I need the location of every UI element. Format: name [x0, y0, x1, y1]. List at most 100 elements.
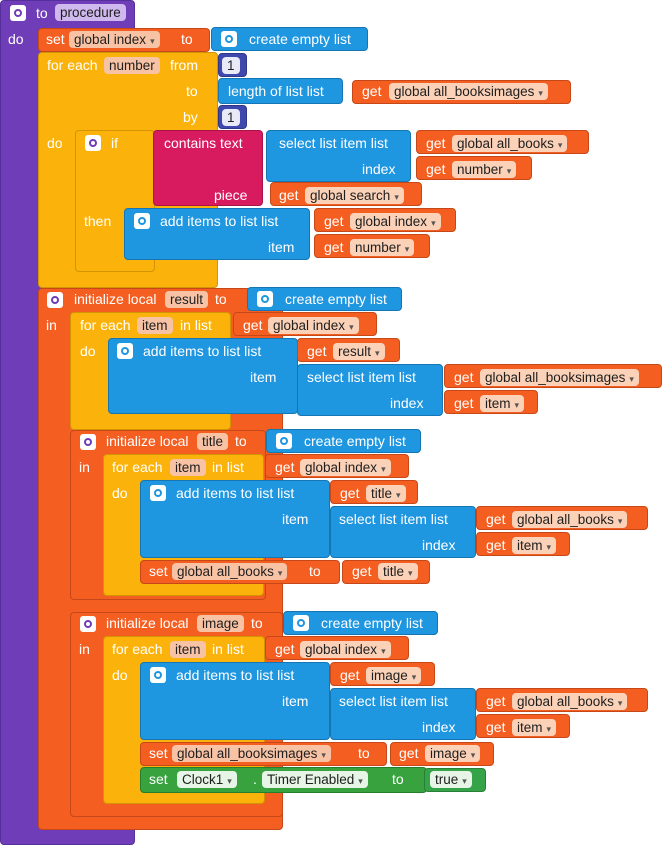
dropdown-arrow-icon: ▾ [629, 374, 634, 384]
variable-dropdown[interactable]: title ▾ [378, 563, 418, 580]
gear-icon[interactable] [10, 5, 26, 21]
select-list-item-block[interactable] [297, 364, 443, 416]
variable-dropdown[interactable]: global all_books ▾ [512, 511, 628, 528]
variable-dropdown[interactable]: global index ▾ [268, 317, 359, 334]
get-label: get [362, 83, 382, 99]
variable-dropdown[interactable]: result ▾ [333, 343, 385, 360]
gear-icon[interactable] [150, 485, 166, 501]
index-label: index [362, 161, 396, 177]
in-label: in [79, 641, 90, 657]
dropdown-arrow-icon: ▾ [321, 750, 326, 760]
gear-icon[interactable] [80, 616, 96, 632]
select-list-item-label: select list item list [279, 135, 388, 151]
loop-variable-field[interactable]: item [137, 317, 173, 334]
variable-dropdown[interactable]: global all_booksimages ▾ [172, 745, 331, 762]
procedure-to-label: to [36, 5, 48, 21]
variable-dropdown[interactable]: global all_booksimages ▾ [480, 369, 639, 386]
gear-icon[interactable] [80, 434, 96, 450]
boolean-dropdown[interactable]: true ▾ [430, 771, 472, 788]
variable-dropdown[interactable]: global all_books ▾ [172, 563, 288, 580]
component-dropdown[interactable]: Clock1 ▾ [177, 771, 237, 788]
select-list-item-block[interactable] [330, 506, 476, 558]
gear-icon[interactable] [276, 433, 292, 449]
in-list-label: in list [212, 641, 244, 657]
add-items-to-list-block[interactable] [108, 338, 298, 414]
get-label: get [399, 745, 419, 761]
get-label: get [486, 537, 506, 553]
variable-dropdown[interactable]: item ▾ [512, 537, 557, 554]
dropdown-arrow-icon: ▾ [375, 348, 380, 358]
set-label: set [149, 563, 168, 579]
variable-dropdown[interactable]: global index ▾ [300, 459, 391, 476]
loop-variable-field[interactable]: item [170, 459, 206, 476]
get-label: get [324, 239, 344, 255]
local-variable-field[interactable]: result [165, 291, 209, 308]
contains-text-block[interactable] [153, 130, 263, 206]
add-items-label: add items to list list [176, 485, 295, 501]
gear-icon[interactable] [85, 135, 101, 151]
index-label: index [422, 719, 456, 735]
get-label: get [486, 693, 506, 709]
add-items-to-list-block[interactable] [140, 480, 330, 558]
gear-icon[interactable] [293, 615, 309, 631]
number-field[interactable]: 1 [222, 57, 240, 74]
dropdown-arrow-icon: ▾ [408, 568, 413, 578]
variable-dropdown[interactable]: number ▾ [350, 239, 415, 256]
get-label: get [426, 161, 446, 177]
variable-dropdown[interactable]: global index ▾ [69, 31, 160, 48]
variable-dropdown[interactable]: title ▾ [366, 485, 406, 502]
index-label: index [390, 395, 424, 411]
variable-dropdown[interactable]: global search ▾ [305, 187, 404, 204]
initialize-local-label: initialize local [74, 291, 157, 307]
get-label: get [426, 135, 446, 151]
local-variable-field[interactable]: title [197, 433, 229, 450]
loop-variable-field[interactable]: number [104, 57, 160, 74]
then-label: then [84, 213, 112, 229]
gear-icon[interactable] [221, 31, 237, 47]
variable-dropdown[interactable]: item ▾ [512, 719, 557, 736]
variable-dropdown[interactable]: global index ▾ [300, 641, 391, 658]
local-variable-field[interactable]: image [197, 615, 244, 632]
variable-dropdown[interactable]: number ▾ [452, 161, 517, 178]
variable-dropdown[interactable]: image ▾ [425, 745, 481, 762]
variable-dropdown[interactable]: item ▾ [480, 395, 525, 412]
procedure-name-field[interactable]: procedure [55, 4, 126, 21]
variable-dropdown[interactable]: global index ▾ [350, 213, 441, 230]
number-field[interactable]: 1 [222, 109, 240, 126]
gear-icon[interactable] [257, 291, 273, 307]
item-label: item [250, 369, 277, 385]
create-empty-list-label: create empty list [321, 615, 423, 631]
property-dropdown[interactable]: Timer Enabled ▾ [262, 771, 368, 788]
gear-icon[interactable] [117, 343, 133, 359]
select-list-item-block[interactable] [330, 688, 476, 740]
dropdown-arrow-icon: ▾ [277, 568, 283, 578]
get-label: get [279, 187, 299, 203]
variable-dropdown[interactable]: global all_books ▾ [452, 135, 568, 152]
length-of-list-block[interactable] [218, 78, 343, 104]
variable-dropdown[interactable]: image ▾ [366, 667, 422, 684]
item-label: item [268, 239, 295, 255]
get-label: get [340, 485, 360, 501]
do-label: do [80, 343, 96, 359]
gear-icon[interactable] [47, 292, 63, 308]
create-empty-list-block[interactable] [211, 27, 368, 51]
for-each-label: for each [80, 317, 131, 333]
to-label: to [235, 433, 247, 449]
dropdown-arrow-icon: ▾ [538, 88, 543, 98]
variable-dropdown[interactable]: global all_books ▾ [512, 693, 628, 710]
add-items-to-list-block[interactable] [140, 662, 330, 740]
in-list-label: in list [212, 459, 244, 475]
gear-icon[interactable] [150, 667, 166, 683]
to-label: to [392, 771, 404, 787]
add-items-label: add items to list list [160, 213, 279, 229]
loop-variable-field[interactable]: item [170, 641, 206, 658]
to-label: to [181, 31, 193, 47]
get-label: get [454, 395, 474, 411]
select-list-item-block[interactable] [266, 130, 411, 182]
initialize-local-label: initialize local [106, 615, 189, 631]
variable-dropdown[interactable]: global all_booksimages ▾ [389, 83, 548, 100]
dropdown-arrow-icon: ▾ [557, 140, 563, 150]
add-items-to-list-block[interactable] [124, 208, 310, 260]
to-label: to [251, 615, 263, 631]
gear-icon[interactable] [134, 213, 150, 229]
